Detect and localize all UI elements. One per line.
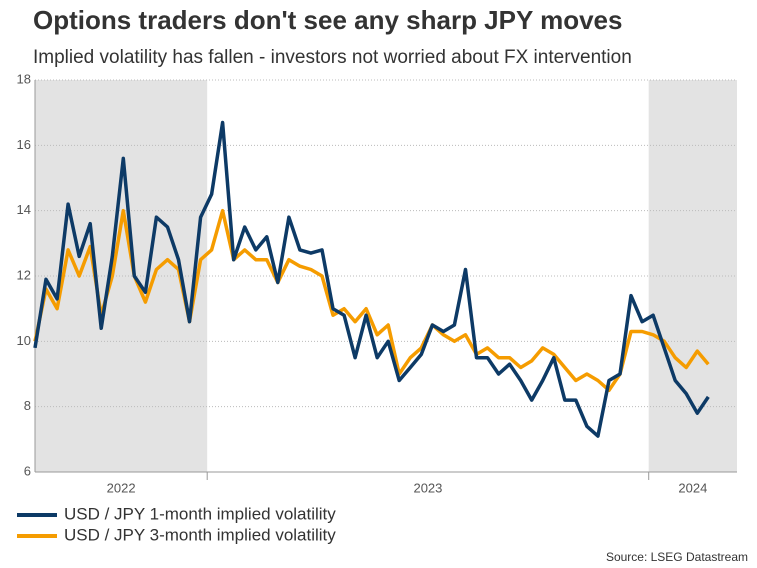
x-tick-label: 2022: [107, 480, 136, 495]
chart-subtitle: Implied volatility has fallen - investor…: [33, 47, 632, 68]
x-tick-label: 2023: [413, 480, 442, 495]
y-tick-label: 8: [24, 398, 31, 413]
y-tick-label: 6: [24, 463, 31, 478]
y-tick-label: 18: [17, 71, 31, 86]
legend-label: USD / JPY 3-month implied volatility: [64, 525, 336, 544]
source-note: Source: LSEG Datastream: [606, 550, 748, 564]
legend-label: USD / JPY 1-month implied volatility: [64, 504, 336, 523]
y-tick-label: 14: [17, 202, 31, 217]
y-tick-label: 10: [17, 333, 31, 348]
chart-title: Options traders don't see any sharp JPY …: [33, 5, 622, 35]
y-tick-label: 12: [17, 267, 31, 282]
series-line: [33, 120, 710, 438]
series-line: [33, 208, 710, 393]
y-tick-label: 16: [17, 137, 31, 152]
x-tick-label: 2024: [678, 480, 707, 495]
